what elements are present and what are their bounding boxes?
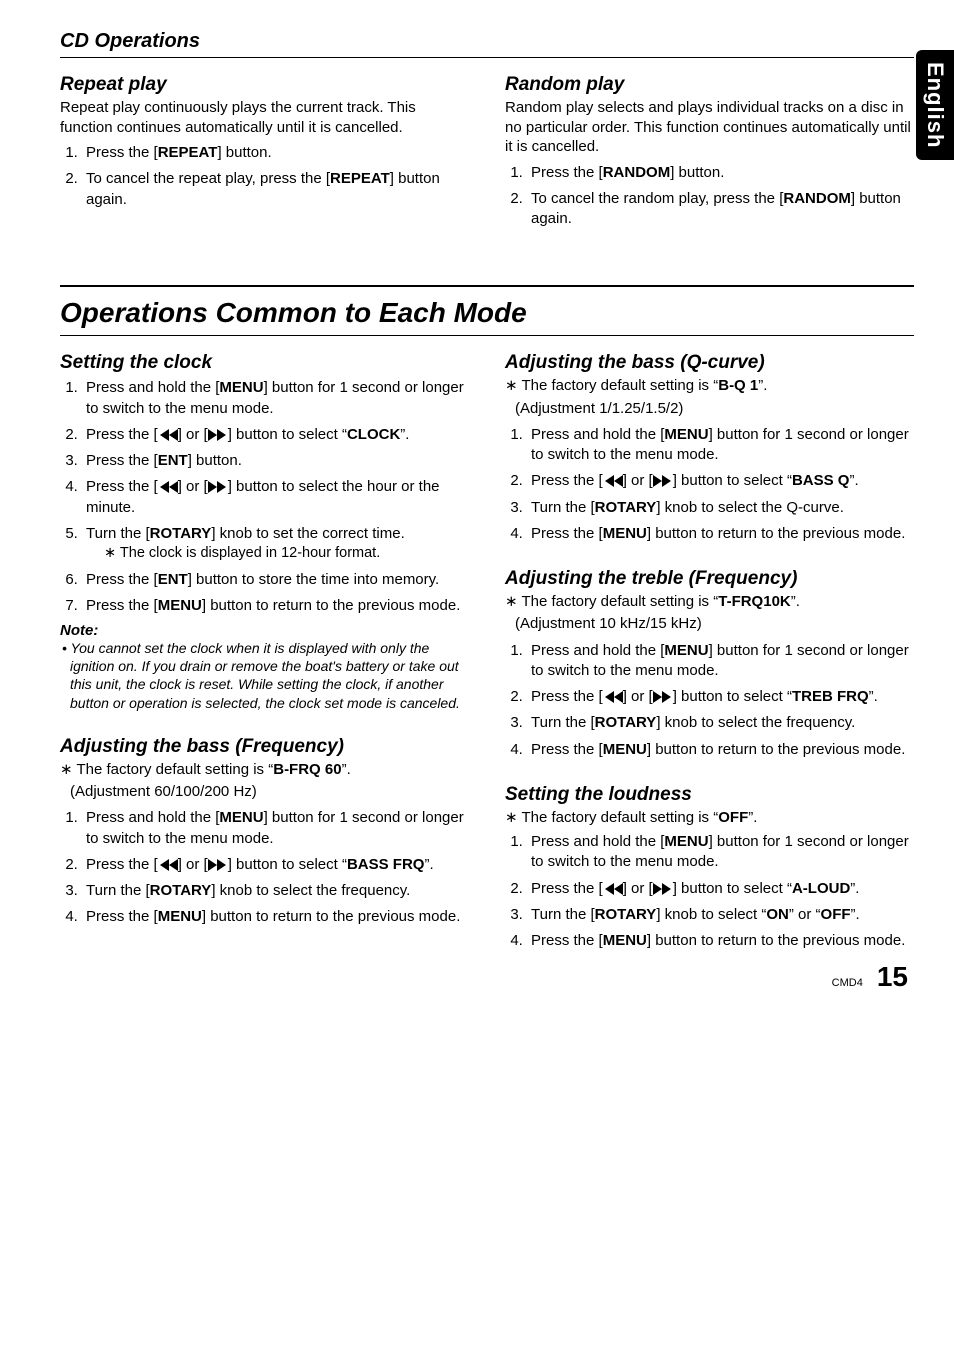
bassfreq-s4: Press the [MENU] button to return to the… [82,907,469,927]
divider [60,57,914,58]
random-col: Random play Random play selects and play… [505,74,914,235]
forward-icon [208,429,228,441]
treble-head: Adjusting the treble (Frequency) [505,568,914,590]
bassq-s1: Press and hold the [MENU] button for 1 s… [527,425,914,466]
clock-s5: Turn the [ROTARY] knob to set the correc… [82,524,469,564]
rewind-icon [603,475,623,487]
treble-steps: Press and hold the [MENU] button for 1 s… [505,641,914,760]
forward-icon [653,475,673,487]
forward-icon [653,883,673,895]
repeat-intro: Repeat play continuously plays the curre… [60,98,469,137]
bassq-s4: Press the [MENU] button to return to the… [527,524,914,544]
forward-icon [208,859,228,871]
clock-s4: Press the [] or [] button to select the … [82,477,469,518]
rewind-icon [158,859,178,871]
bassfreq-head: Adjusting the bass (Frequency) [60,736,469,758]
loud-steps: Press and hold the [MENU] button for 1 s… [505,832,914,951]
language-tab: English [916,50,954,160]
bassfreq-star: ∗ The factory default setting is “B-FRQ … [60,760,469,780]
loud-s1: Press and hold the [MENU] button for 1 s… [527,832,914,873]
bassq-s2: Press the [] or [] button to select “BAS… [527,471,914,491]
right-col: Adjusting the bass (Q-curve) ∗ The facto… [505,352,914,957]
random-step2: To cancel the random play, press the [RA… [527,189,914,230]
clock-s5-sub: ∗ The clock is displayed in 12-hour form… [104,544,469,564]
clock-note-head: Note: [60,622,469,639]
rewind-icon [603,883,623,895]
big-divider [60,285,914,287]
repeat-col: Repeat play Repeat play continuously pla… [60,74,469,235]
forward-icon [208,481,228,493]
clock-s6: Press the [ENT] button to store the time… [82,570,469,590]
random-head: Random play [505,74,914,96]
repeat-steps: Press the [REPEAT] button. To cancel the… [60,143,469,210]
loud-star: ∗ The factory default setting is “OFF”. [505,808,914,828]
loud-s4: Press the [MENU] button to return to the… [527,931,914,951]
page-number: 15 [877,961,908,993]
repeat-head: Repeat play [60,74,469,96]
bassfreq-s2: Press the [] or [] button to select “BAS… [82,855,469,875]
bassfreq-s1: Press and hold the [MENU] button for 1 s… [82,808,469,849]
repeat-step1: Press the [REPEAT] button. [82,143,469,163]
bassq-star: ∗ The factory default setting is “B-Q 1”… [505,376,914,396]
treble-starsub: (Adjustment 10 kHz/15 kHz) [515,614,914,634]
clock-s7: Press the [MENU] button to return to the… [82,596,469,616]
manual-page: English CD Operations Repeat play Repeat… [0,0,954,1013]
rewind-icon [158,429,178,441]
random-step1: Press the [RANDOM] button. [527,163,914,183]
repeat-step2: To cancel the repeat play, press the [RE… [82,169,469,210]
treble-s1: Press and hold the [MENU] button for 1 s… [527,641,914,682]
random-intro: Random play selects and plays individual… [505,98,914,157]
bassq-head: Adjusting the bass (Q-curve) [505,352,914,374]
loud-head: Setting the loudness [505,784,914,806]
clock-note-body: • You cannot set the clock when it is di… [60,639,469,712]
treble-s4: Press the [MENU] button to return to the… [527,740,914,760]
treble-s3: Turn the [ROTARY] knob to select the fre… [527,713,914,733]
section-cd-operations: CD Operations [60,30,914,55]
clock-head: Setting the clock [60,352,469,374]
bassq-steps: Press and hold the [MENU] button for 1 s… [505,425,914,544]
treble-star: ∗ The factory default setting is “T-FRQ1… [505,592,914,612]
rewind-icon [158,481,178,493]
loud-s2: Press the [] or [] button to select “A-L… [527,879,914,899]
cd-ops-columns: Repeat play Repeat play continuously pla… [60,74,914,235]
left-col: Setting the clock Press and hold the [ME… [60,352,469,957]
bassfreq-steps: Press and hold the [MENU] button for 1 s… [60,808,469,927]
clock-s3: Press the [ENT] button. [82,451,469,471]
loud-s3: Turn the [ROTARY] knob to select “ON” or… [527,905,914,925]
clock-s1: Press and hold the [MENU] button for 1 s… [82,378,469,419]
forward-icon [653,691,673,703]
clock-s2: Press the [] or [] button to select “CLO… [82,425,469,445]
divider2 [60,335,914,336]
bassfreq-s3: Turn the [ROTARY] knob to select the fre… [82,881,469,901]
page-footer: CMD4 15 [60,961,914,993]
bassq-starsub: (Adjustment 1/1.25/1.5/2) [515,399,914,419]
model-label: CMD4 [832,977,863,989]
common-ops-columns: Setting the clock Press and hold the [ME… [60,352,914,957]
treble-s2: Press the [] or [] button to select “TRE… [527,687,914,707]
bassfreq-starsub: (Adjustment 60/100/200 Hz) [70,782,469,802]
clock-steps: Press and hold the [MENU] button for 1 s… [60,378,469,616]
common-ops-head: Operations Common to Each Mode [60,297,914,333]
random-steps: Press the [RANDOM] button. To cancel the… [505,163,914,230]
rewind-icon [603,691,623,703]
bassq-s3: Turn the [ROTARY] knob to select the Q-c… [527,498,914,518]
